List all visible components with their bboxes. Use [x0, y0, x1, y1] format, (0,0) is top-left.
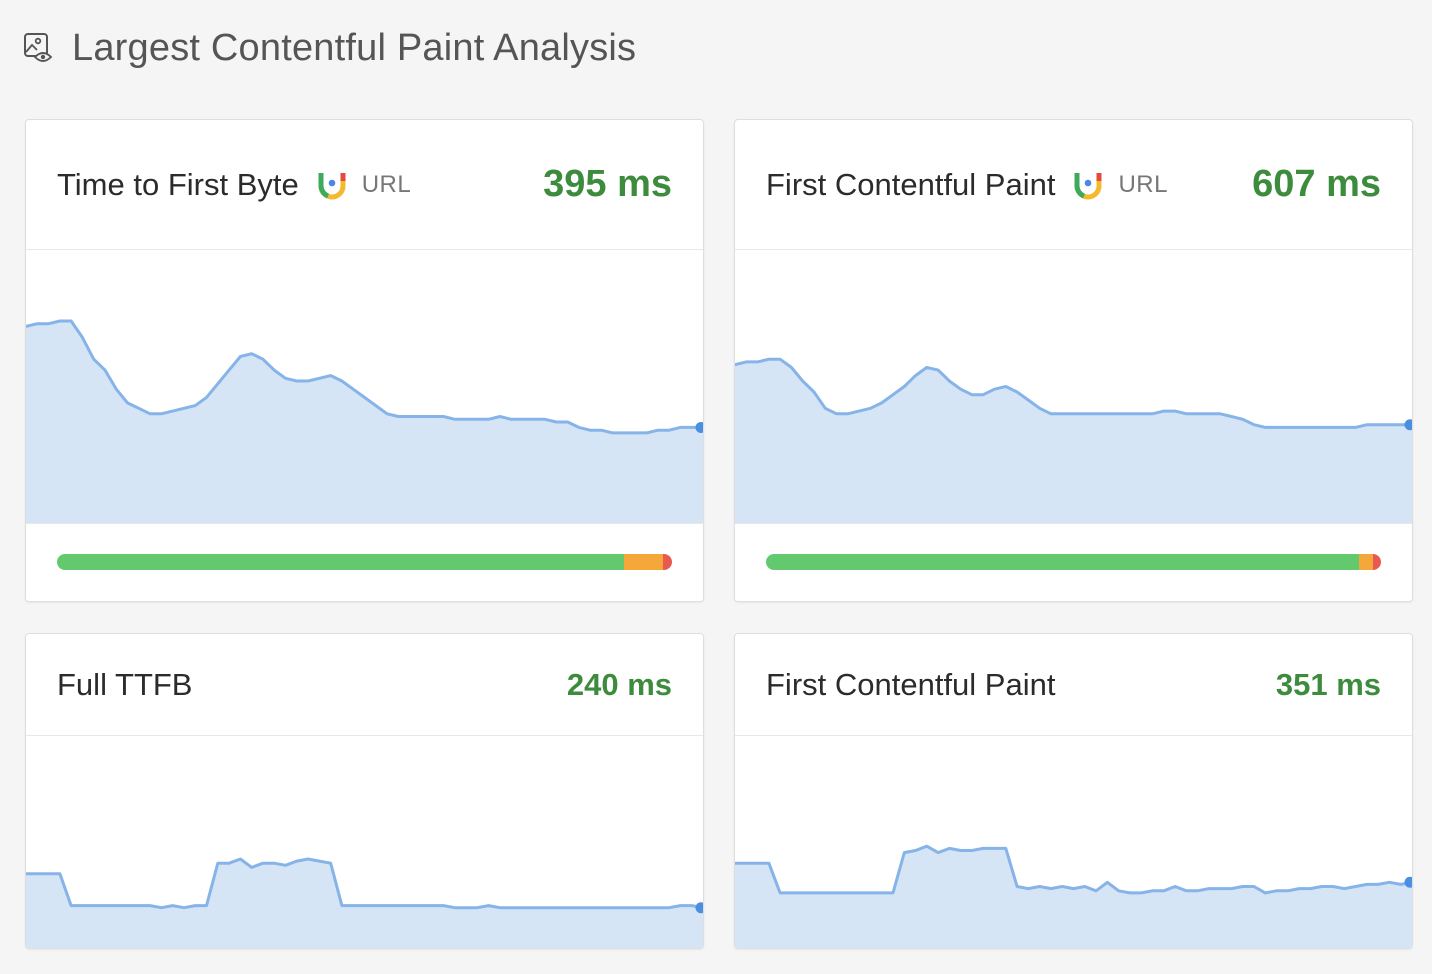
trend-chart[interactable]: [735, 736, 1412, 948]
poor-segment: [662, 554, 672, 570]
trend-line: [26, 319, 703, 435]
card-title: First Contentful Paint: [766, 666, 1056, 702]
trend-area: [26, 321, 703, 523]
crux-icon: [1072, 169, 1104, 201]
card-title: Full TTFB: [57, 666, 193, 702]
trend-line: [735, 844, 1412, 895]
metric-value: 395 ms: [543, 163, 672, 205]
card-title: Time to First Byte: [57, 166, 299, 202]
card-header: Full TTFB 240 ms: [26, 634, 703, 736]
distribution-section: [735, 523, 1412, 601]
trend-area: [26, 859, 703, 948]
trend-chart[interactable]: [735, 250, 1412, 523]
needs-improvement-segment: [624, 554, 663, 570]
card-header: Time to First Byte URL 395 ms: [26, 120, 703, 250]
distribution-section: [26, 523, 703, 601]
trend-chart[interactable]: [26, 250, 703, 523]
latest-point[interactable]: [1404, 419, 1413, 431]
trend-area: [735, 359, 1412, 523]
full-ttfb-card[interactable]: Full TTFB 240 ms: [25, 633, 704, 949]
metric-value: 607 ms: [1252, 163, 1381, 205]
good-segment: [57, 554, 625, 570]
needs-improvement-segment: [1359, 554, 1373, 570]
card-header: First Contentful Paint URL 607 ms: [735, 120, 1412, 250]
latest-point[interactable]: [695, 421, 704, 433]
distribution-bar[interactable]: [766, 554, 1381, 570]
ttfb-card[interactable]: Time to First Byte URL 395 ms: [25, 119, 704, 602]
trend-chart[interactable]: [26, 736, 703, 948]
section-header: Largest Contentful Paint Analysis: [22, 22, 636, 74]
page-title: Largest Contentful Paint Analysis: [72, 26, 637, 69]
source-label: URL: [1118, 170, 1168, 198]
good-segment: [766, 554, 1360, 570]
metric-value: 351 ms: [1275, 666, 1381, 702]
image-eye-icon: [22, 31, 56, 65]
source-label: URL: [361, 170, 412, 198]
latest-point[interactable]: [1404, 876, 1413, 888]
trend-area: [735, 846, 1412, 948]
fcp-crux-card[interactable]: First Contentful Paint URL 607 ms: [734, 119, 1413, 602]
crux-icon: [316, 169, 348, 201]
card-title: First Contentful Paint: [766, 166, 1056, 202]
trend-line: [26, 857, 703, 910]
latest-point[interactable]: [695, 902, 704, 914]
poor-segment: [1372, 554, 1381, 570]
metric-value: 240 ms: [566, 666, 672, 702]
trend-line: [735, 357, 1412, 429]
card-header: First Contentful Paint 351 ms: [735, 634, 1412, 736]
distribution-bar[interactable]: [57, 554, 672, 570]
fcp-card[interactable]: First Contentful Paint 351 ms: [734, 633, 1413, 949]
